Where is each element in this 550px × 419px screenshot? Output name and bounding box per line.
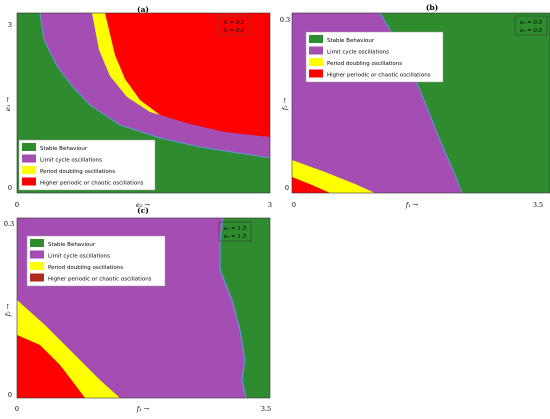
legend-label-limit-cycle: Limit cycle oscillations <box>48 254 110 260</box>
legend-swatch-period-doubling <box>30 262 44 270</box>
panel-c-xtick-min: 0 <box>15 405 19 413</box>
region-b-period-doubling <box>292 160 375 193</box>
legend-box <box>305 31 444 83</box>
legend-swatch-chaotic <box>30 273 44 282</box>
panel-b-legend: Stable Behaviour Limit cycle oscillation… <box>305 31 444 83</box>
legend-swatch-chaotic <box>309 69 323 78</box>
legend-box <box>26 235 166 287</box>
panel-b-xtick-min: 0 <box>292 201 296 209</box>
legend-label-period-doubling: Period doubling oscillations <box>40 169 115 175</box>
panel-c-param-1: e₁ = 1.5 <box>224 226 247 232</box>
panel-b: (b) 0.3 0 0 3.5 f₁ → f₂ → e₁ = 0.5 e₂ = … <box>280 3 550 209</box>
legend-label-chaotic: Higher periodic or chaotic oscillations <box>327 73 431 79</box>
panel-b-label: (b) <box>426 3 438 12</box>
panel-c-param-2: e₂ = 1.5 <box>224 234 247 240</box>
panel-c-ytick-max: 0.3 <box>4 220 14 228</box>
legend-swatch-limit-cycle <box>30 250 44 259</box>
panel-c-xlabel: f₁ → <box>136 405 150 413</box>
panel-c-label: (c) <box>137 206 149 215</box>
legend-label-limit-cycle: Limit cycle oscillations <box>40 158 102 164</box>
panel-b-ylabel: f₂ → <box>281 97 289 111</box>
panel-a-ytick-max: 3 <box>8 21 12 29</box>
legend-swatch-period-doubling <box>22 166 36 174</box>
panel-a-param-1: f₁ = 3.5 <box>222 20 245 26</box>
legend-label-chaotic: Higher periodic or chaotic oscillations <box>40 181 144 187</box>
panel-b-frame <box>291 12 550 194</box>
legend-swatch-period-doubling <box>309 58 323 66</box>
panel-a: (a) 3 0 0 3 e₂ → e₁ → f₁ = 3.5 f₂ = 0.1 … <box>4 5 272 209</box>
panel-c-ylabel: f₂ → <box>4 303 12 317</box>
panel-b-param-box <box>514 15 548 36</box>
legend-label-period-doubling: Period doubling oscillations <box>48 265 123 271</box>
panel-c-frame <box>16 217 271 399</box>
legend-label-stable: Stable Behaviour <box>327 38 375 44</box>
legend-label-stable: Stable Behaviour <box>40 146 88 152</box>
region-a-boundary <box>39 13 270 159</box>
legend-label-period-doubling: Period doubling oscillations <box>327 61 402 67</box>
panel-a-frame <box>16 12 271 194</box>
panel-b-ytick-min: 0 <box>285 184 289 192</box>
legend-swatch-chaotic <box>22 177 36 186</box>
panel-c-ytick-min: 0 <box>8 391 12 399</box>
panel-a-xtick-max: 3 <box>268 201 272 209</box>
legend-box <box>18 139 156 191</box>
panel-b-param-1: e₁ = 0.5 <box>520 20 543 26</box>
panel-a-ylabel: e₁ → <box>4 96 12 111</box>
panel-a-ytick-min: 0 <box>8 184 12 192</box>
legend-swatch-stable <box>30 239 44 247</box>
panel-a-xlabel: e₂ → <box>136 201 151 209</box>
panel-a-param-2: f₂ = 0.1 <box>222 28 244 34</box>
legend-swatch-limit-cycle <box>309 46 323 55</box>
legend-label-stable: Stable Behaviour <box>48 242 96 248</box>
panel-a-legend: Stable Behaviour Limit cycle oscillation… <box>18 139 156 191</box>
legend-label-limit-cycle: Limit cycle oscillations <box>327 50 389 56</box>
panel-a-param-box <box>217 15 251 36</box>
region-b-chaotic <box>292 177 330 193</box>
panel-c: (c) 0.3 0 0 3.5 f₁ → f₂ → e₁ = 1.5 e₂ = … <box>4 206 271 413</box>
legend-swatch-stable <box>22 143 36 151</box>
region-c-boundary <box>219 218 247 398</box>
panel-b-param-2: e₂ = 0.5 <box>520 28 543 34</box>
legend-swatch-stable <box>309 35 323 43</box>
panel-c-xtick-max: 3.5 <box>261 405 271 413</box>
panel-b-xtick-max: 3.5 <box>533 201 543 209</box>
panel-a-label: (a) <box>137 5 149 14</box>
panel-a-xtick-min: 0 <box>15 201 19 209</box>
legend-swatch-limit-cycle <box>22 154 36 163</box>
region-c-chaotic <box>17 335 85 398</box>
panel-c-legend: Stable Behaviour Limit cycle oscillation… <box>26 235 166 287</box>
legend-label-chaotic: Higher periodic or chaotic oscillations <box>48 277 152 283</box>
panel-b-ytick-max: 0.3 <box>280 16 290 24</box>
panel-c-param-box <box>218 221 252 242</box>
panel-b-xlabel: f₁ → <box>405 201 419 209</box>
